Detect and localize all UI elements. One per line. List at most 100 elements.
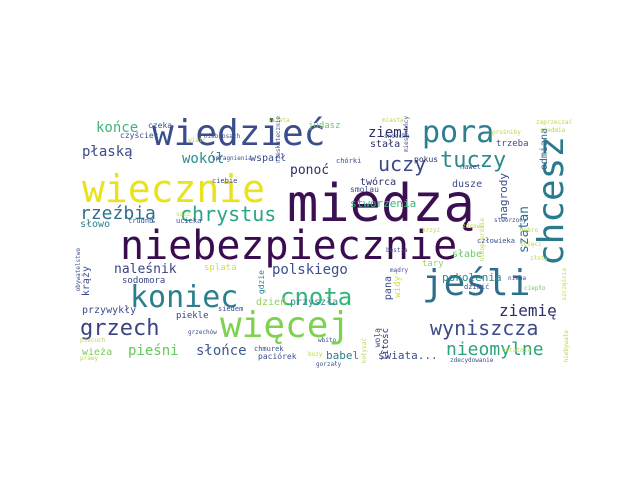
word: nieomylne: [446, 339, 544, 360]
word: miedzą: [287, 174, 475, 234]
word: wyniszcza: [430, 316, 539, 340]
word: szczęścia: [561, 268, 568, 301]
word: ciepło: [524, 285, 546, 292]
word-cloud: miedzą niebezpiecznie wiecznie wiedzieć …: [72, 108, 573, 368]
word: zdecydowanie: [450, 357, 494, 364]
word: rzeźbią: [80, 203, 156, 224]
word: wieża: [82, 347, 113, 358]
word: zdrowe: [462, 223, 484, 230]
word: krąży: [81, 266, 92, 297]
word: czyściec: [120, 131, 159, 140]
word: chórki: [336, 157, 362, 165]
word: nagrody: [497, 173, 510, 220]
word: człowieka: [477, 237, 515, 245]
word: słabe: [452, 249, 483, 260]
word: mądry: [390, 267, 409, 274]
word: stworzony: [494, 217, 527, 224]
word: kołysać: [361, 338, 368, 364]
word: pora: [422, 115, 495, 150]
word: ponoć: [290, 163, 330, 178]
word: boży: [308, 351, 323, 358]
word: trudno: [128, 217, 154, 225]
word: ciebie: [212, 177, 238, 185]
word: wiatr: [188, 137, 207, 144]
word: paciórek: [258, 352, 297, 361]
word: słowo: [80, 219, 111, 230]
word: grzechów: [188, 329, 217, 336]
word: nawet: [460, 163, 482, 171]
word: sącz: [176, 211, 191, 218]
word: przyszła: [290, 297, 339, 308]
word: pokus: [414, 155, 439, 164]
word: świata: [268, 117, 290, 124]
word: pieśni: [128, 343, 179, 359]
word: świata...: [378, 349, 438, 362]
word: prośniby: [492, 129, 521, 136]
word: stała: [370, 139, 401, 150]
word: babel: [326, 349, 360, 362]
word: trzeba: [496, 139, 529, 149]
word: chmurek: [254, 345, 284, 353]
word: tary: [422, 259, 444, 269]
word: śniechu: [384, 133, 410, 140]
word: słońce: [196, 343, 247, 359]
word: pokolenia: [442, 271, 502, 284]
word: wolą: [373, 328, 382, 348]
word: tuczy: [440, 148, 507, 173]
word: ścięci: [520, 241, 542, 248]
word: więcej: [220, 305, 351, 346]
word: ucieka: [176, 217, 202, 225]
word: złoty: [530, 255, 549, 262]
word: stworzenia: [350, 197, 417, 210]
word: prawy: [80, 355, 99, 362]
word: wokół: [182, 151, 225, 167]
word: ostatnia: [502, 347, 531, 354]
word: koniec: [130, 280, 239, 315]
word: naleśnik: [114, 262, 177, 277]
word: splata: [204, 263, 237, 273]
word: mieszkańcy: [403, 116, 410, 153]
word: dzień: [256, 297, 287, 308]
word: wsparł: [250, 153, 287, 164]
word: litość: [381, 328, 391, 361]
word: miasta: [382, 117, 404, 124]
word: zaprzeczać: [536, 119, 573, 126]
word: wiecznie: [82, 167, 266, 211]
word: niebywałe: [563, 330, 570, 363]
word: dziwić: [464, 283, 490, 291]
word: judasz: [308, 121, 341, 131]
word: grzech: [80, 316, 160, 341]
word: siedmia: [540, 127, 566, 134]
word: wbito: [318, 337, 337, 344]
word: cnota: [280, 283, 353, 311]
word: twórca: [360, 177, 397, 188]
word: bestia: [386, 247, 408, 254]
word: niebiosach: [204, 133, 241, 140]
word: obywatelstwo: [75, 248, 82, 292]
word: odmiana: [539, 128, 550, 171]
word: przywykły: [82, 305, 137, 316]
word: ziemi: [368, 125, 411, 141]
word: uczy: [378, 152, 427, 176]
word: dobro: [520, 227, 539, 234]
word: nieskutecznie: [275, 116, 282, 163]
word: gorzały: [316, 361, 342, 368]
word: czeka: [148, 121, 173, 130]
word: widy: [393, 276, 403, 298]
word: chrystus: [180, 202, 277, 226]
word: smolau: [350, 185, 379, 194]
word: piecuch: [80, 337, 106, 344]
word: końce: [96, 120, 139, 136]
word: sodomora: [122, 276, 166, 286]
word: wiedzieć: [152, 113, 326, 154]
word: nieba: [508, 275, 527, 282]
word: siedem: [218, 305, 244, 313]
word: spragnienia: [212, 155, 252, 162]
word: polskiego: [272, 262, 348, 278]
word: krzyż: [422, 227, 441, 234]
word: ziemię: [499, 301, 557, 320]
word: płaską: [82, 144, 133, 160]
word: piekle: [176, 311, 209, 321]
word: niebezpiecznie: [120, 223, 458, 269]
word: gdzie: [257, 270, 266, 295]
